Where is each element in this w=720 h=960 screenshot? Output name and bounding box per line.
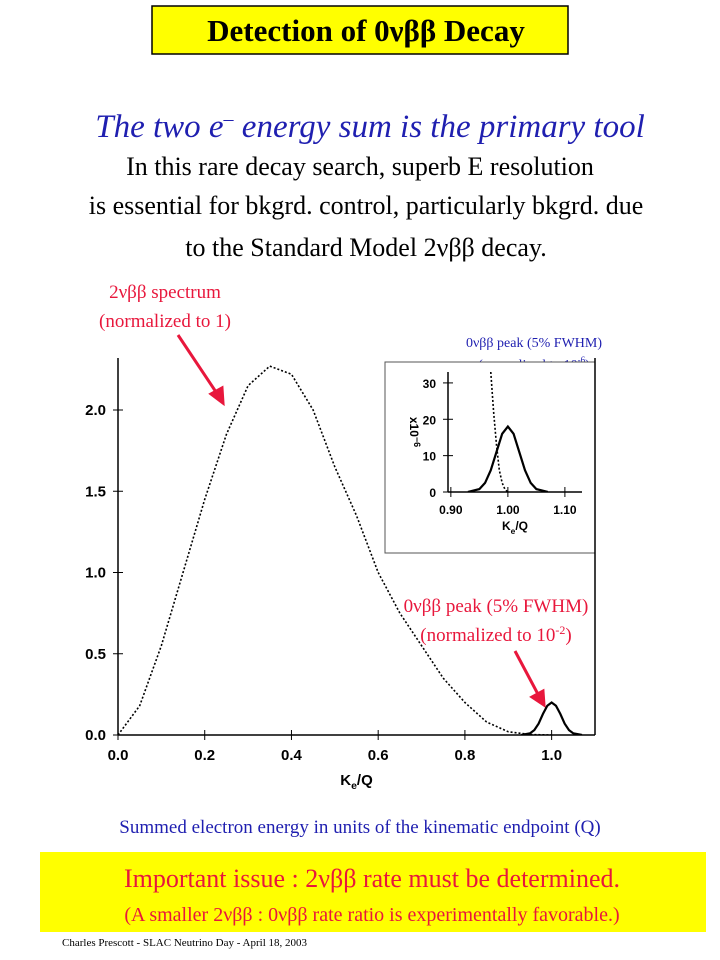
body-line: is essential for bkgrd. control, particu… (89, 191, 644, 220)
arrow (176, 334, 222, 399)
caption: Summed electron energy in units of the k… (119, 817, 600, 838)
title: Detection of 0νββ Decay (207, 13, 525, 48)
label-part: /Q (357, 772, 373, 789)
inset-annotation: 0νββ peak (5% FWHM) (466, 336, 602, 351)
y-tick-label: 1.5 (85, 483, 106, 500)
y-tick-label: 0 (429, 486, 436, 500)
line (118, 365, 552, 735)
y-tick-label: 30 (423, 377, 437, 391)
arrows (176, 334, 546, 708)
label-sub: e (351, 780, 357, 792)
label-sub: e (511, 526, 516, 536)
annotation-part: (normalized to 10 (420, 625, 555, 646)
body-line: In this rare decay search, superb E reso… (126, 152, 594, 181)
x-tick-label: 0.6 (368, 747, 389, 764)
subtitle-main: The two e (95, 109, 223, 145)
arrow (513, 650, 542, 699)
annotation-sup: -2 (555, 623, 565, 637)
x-axis-label: Ke/Q (340, 772, 373, 792)
subtitle-sup: – (223, 108, 235, 130)
inset-frame (384, 361, 596, 554)
issue-box (40, 852, 706, 932)
y-tick-label: 0.5 (85, 646, 106, 663)
y-tick-label: 0.0 (85, 727, 106, 744)
label-part: /Q (515, 519, 528, 533)
issue: (A smaller 2νββ : 0νββ rate ratio is exp… (124, 904, 619, 926)
body-line: to the Standard Model 2νββ decay. (185, 233, 546, 262)
label-sup: −6 (412, 437, 422, 447)
annotation: (normalized to 1) (99, 311, 231, 332)
line (489, 372, 509, 492)
annotation: 0νββ peak (5% FWHM) (404, 596, 589, 617)
label-part: K (502, 519, 511, 533)
y-tick-label: 2.0 (85, 402, 106, 419)
x-tick-label: 0.2 (194, 747, 215, 764)
line (521, 701, 583, 735)
label-part: x10 (407, 417, 421, 437)
line (467, 424, 549, 492)
annotation: 2νββ spectrum (109, 282, 221, 303)
y-tick-label: 20 (423, 413, 437, 427)
y-tick-label: 10 (423, 450, 437, 464)
arrowhead (529, 688, 546, 708)
subtitle: The two e– energy sum is the primary too… (95, 108, 645, 145)
x-tick-label: 0.8 (454, 747, 475, 764)
arrowhead (208, 385, 225, 407)
x-tick-label: 0.90 (439, 503, 463, 517)
title-box (151, 5, 569, 55)
label-part: K (340, 772, 351, 789)
x-tick-label: 0.0 (108, 747, 129, 764)
x-tick-label: 1.0 (541, 747, 562, 764)
issue: Important issue : 2νββ rate must be dete… (124, 864, 620, 893)
y-axis-label: x10−6 (407, 417, 422, 447)
x-axis-label: Ke/Q (502, 519, 528, 536)
footer: Charles Prescott - SLAC Neutrino Day - A… (62, 937, 308, 949)
annotation-sup: -6 (578, 355, 586, 365)
y-tick-label: 1.0 (85, 565, 106, 582)
x-tick-label: 1.10 (553, 503, 577, 517)
subtitle-rest: energy sum is the primary tool (234, 109, 645, 145)
x-tick-label: 0.4 (281, 747, 303, 764)
x-tick-label: 1.00 (496, 503, 520, 517)
annotation: (normalized to 10-2) (420, 623, 571, 646)
annotation-part: ) (565, 625, 571, 646)
